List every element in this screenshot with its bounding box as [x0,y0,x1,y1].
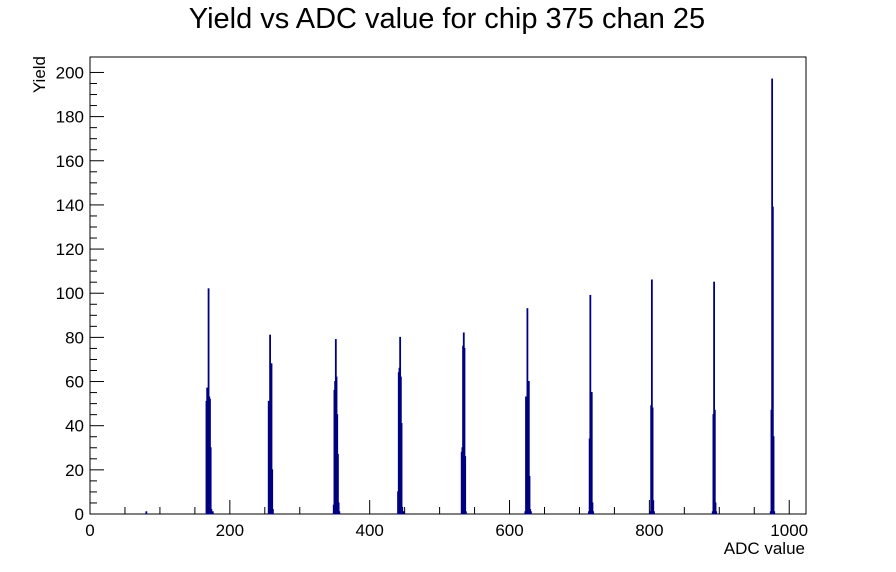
y-tick-label: 0 [75,505,84,524]
chart-title: Yield vs ADC value for chip 375 chan 25 [189,3,705,35]
y-axis-label: Yield [30,56,49,93]
x-tick-label: 0 [85,521,94,540]
histogram-bin [528,475,531,515]
y-tick-label: 140 [56,196,84,215]
y-tick-label: 40 [65,417,84,436]
histogram-bin [271,509,274,515]
histogram-bin [592,511,595,515]
histogram-bin [209,447,212,515]
y-tick-label: 160 [56,152,84,171]
plot-frame [89,56,807,515]
y-tick-label: 180 [56,108,84,127]
histogram-bin [464,456,467,515]
histogram-bin [651,407,654,515]
x-tick-label: 400 [356,521,384,540]
x-tick-label: 600 [495,521,523,540]
histogram-bin [145,511,148,515]
x-axis-label: ADC value [724,539,805,558]
histogram-bin [715,511,718,515]
histogram-bin [400,422,403,515]
x-axis: 0 200 400 600 800 1000 [85,500,808,540]
histogram-bin [464,511,467,515]
histogram-bin [271,469,274,515]
histogram-bin [773,511,776,515]
histogram-bin [338,511,341,515]
y-tick-label: 120 [56,240,84,259]
y-tick-label: 100 [56,284,84,303]
x-tick-label: 1000 [770,521,808,540]
histogram-bin [653,511,655,515]
y-tick-label: 60 [65,373,84,392]
histogram-bin [210,509,213,515]
histogram-bin [713,409,716,515]
x-tick-label: 800 [635,521,663,540]
histogram-bin [211,511,214,515]
histogram-bin [590,392,593,515]
x-tick-label: 200 [216,521,244,540]
y-tick-label: 80 [65,328,84,347]
histogram-bin [530,511,532,515]
histogram-bin [402,511,405,515]
y-tick-label: 20 [65,461,84,480]
y-axis: 0 20 40 60 80 100 120 140 160 180 200 [56,63,104,524]
histogram-bin [772,436,775,515]
histogram-bins [145,78,776,515]
y-tick-label: 200 [56,63,84,82]
